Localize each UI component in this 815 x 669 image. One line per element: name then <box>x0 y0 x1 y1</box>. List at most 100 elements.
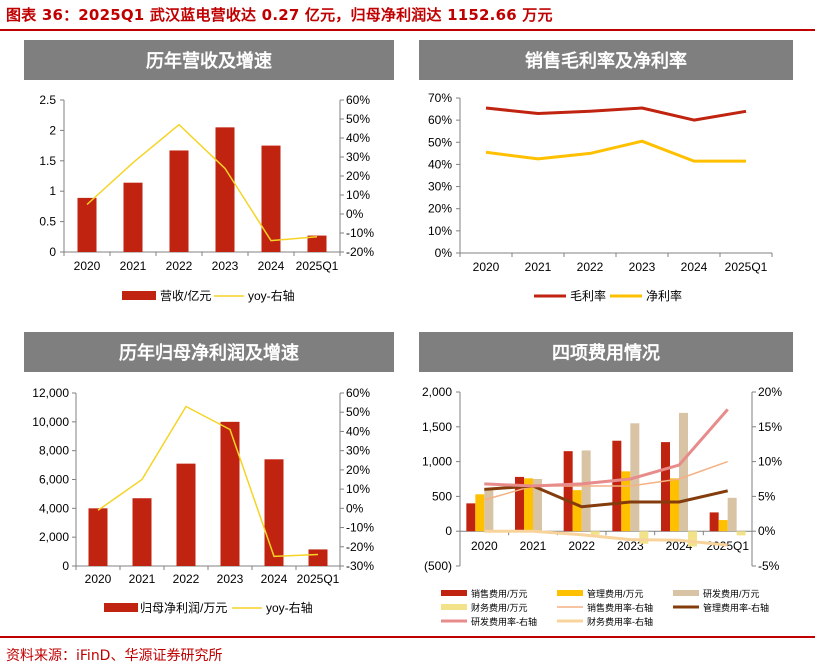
expense-bar-1-2025Q1 <box>718 520 728 532</box>
legend-label-expense-0: 销售费用/万元 <box>471 588 528 599</box>
x-tick-label-3-0: 2020 <box>471 539 498 553</box>
legend-label-expense-4: 销售费用率-右轴 <box>587 602 653 613</box>
expense-bar-0-2020 <box>466 503 476 532</box>
y-tick-label-left-3-1: 0 <box>445 524 452 538</box>
legend-label-revenue: 营收/亿元 <box>160 288 211 303</box>
panel-header-margins: 销售毛利率及净利率 <box>419 40 793 80</box>
net-margin-line <box>485 139 746 163</box>
y-tick-label-right-3-4: 15% <box>758 420 782 434</box>
legend-label-net-profit-yoy: yoy-右轴 <box>266 600 313 615</box>
y-tick-label-left-2-4: 8,000 <box>39 444 69 458</box>
expense-bar-2-2022 <box>581 450 591 532</box>
y-tick-label-left-0-3: 1.5 <box>39 154 56 168</box>
legend-swatch-net-profit <box>104 603 138 612</box>
x-tick-label-0-5: 2025Q1 <box>296 259 339 273</box>
y-tick-label-left-0-5: 2.5 <box>39 93 56 107</box>
y-tick-label-right-0-7: 50% <box>346 112 370 126</box>
expense-bar-1-2020 <box>475 494 485 532</box>
y-tick-label-left-2-3: 6,000 <box>39 473 69 487</box>
x-tick-label-3-2: 2022 <box>568 539 595 553</box>
x-tick-label-3-3: 2023 <box>617 539 644 553</box>
y-tick-label-right-0-5: 30% <box>346 150 370 164</box>
legend-swatch-expense-0 <box>441 590 467 596</box>
expense-bar-0-2024 <box>661 442 670 532</box>
x-tick-label-0-0: 2020 <box>74 259 101 273</box>
legend-swatch-expense-3 <box>441 604 467 610</box>
y-tick-label-left-3-0: (500) <box>424 559 452 573</box>
y-tick-label-right-0-2: 0% <box>346 207 364 221</box>
x-tick-label-1-0: 2020 <box>473 260 500 274</box>
legend-label-net-margin: 净利率 <box>646 288 682 303</box>
y-tick-label-right-2-1: -20% <box>346 540 374 554</box>
y-tick-label-right-0-0: -20% <box>346 245 374 259</box>
y-tick-label-right-3-0: -5% <box>758 559 780 573</box>
x-tick-label-1-2: 2022 <box>577 260 604 274</box>
y-tick-label-right-2-7: 40% <box>346 424 370 438</box>
top-divider <box>0 29 815 31</box>
expense-bar-3-2023 <box>639 531 649 544</box>
legend-label-gross-margin: 毛利率 <box>570 288 606 303</box>
expense-bar-0-2021 <box>515 476 524 532</box>
y-tick-label-left-0-0: 0 <box>49 245 56 259</box>
y-tick-label-right-3-2: 5% <box>758 489 776 503</box>
y-tick-label-right-0-4: 20% <box>346 169 370 183</box>
y-tick-label-right-2-0: -30% <box>346 559 374 573</box>
expense-bar-1-2024 <box>670 478 679 532</box>
y-tick-label-left-1-2: 20% <box>428 202 452 216</box>
y-tick-label-left-1-1: 10% <box>428 224 452 238</box>
expense-bar-0-2022 <box>563 451 573 532</box>
net-profit-yoy-line <box>97 405 319 558</box>
expense-bar-3-2022 <box>590 531 600 535</box>
y-tick-label-right-2-9: 60% <box>346 386 370 400</box>
x-tick-label-3-4: 2024 <box>666 539 693 553</box>
x-tick-label-2-4: 2024 <box>261 572 288 586</box>
x-tick-label-0-2: 2022 <box>166 259 193 273</box>
y-tick-label-right-2-2: -10% <box>346 521 374 535</box>
y-tick-label-right-0-8: 60% <box>346 93 370 107</box>
y-tick-label-left-1-7: 70% <box>428 91 452 105</box>
x-tick-label-2-3: 2023 <box>217 572 244 586</box>
y-tick-label-right-3-5: 20% <box>758 385 782 399</box>
x-tick-label-1-3: 2023 <box>629 260 656 274</box>
x-tick-label-2-5: 2025Q1 <box>297 572 340 586</box>
y-tick-label-left-0-1: 0.5 <box>39 215 56 229</box>
expense-bar-2-2025Q1 <box>727 497 737 532</box>
y-tick-label-right-2-8: 50% <box>346 405 370 419</box>
y-tick-label-left-2-2: 4,000 <box>39 501 69 515</box>
expense-rate-line-3 <box>484 529 728 547</box>
x-tick-label-2-2: 2022 <box>173 572 200 586</box>
y-tick-label-left-1-0: 0% <box>435 246 453 260</box>
x-tick-label-1-4: 2024 <box>681 260 708 274</box>
net-profit-bar-2020 <box>88 508 108 566</box>
legend-label-revenue-yoy: yoy-右轴 <box>248 288 295 303</box>
x-tick-label-1-5: 2025Q1 <box>725 260 768 274</box>
expense-bar-3-2024 <box>688 531 697 547</box>
net-profit-bar-2024 <box>264 459 284 566</box>
expense-bar-1-2022 <box>572 490 582 532</box>
y-tick-label-right-2-5: 20% <box>346 463 370 477</box>
expense-bar-2-2024 <box>679 412 688 532</box>
legend-label-expense-1: 管理费用/万元 <box>587 588 644 599</box>
y-tick-label-left-3-4: 1,500 <box>422 420 452 434</box>
x-tick-label-1-1: 2021 <box>525 260 552 274</box>
legend-swatch-revenue <box>122 291 156 300</box>
bottom-divider <box>0 636 815 638</box>
gross-margin-line <box>485 106 747 122</box>
y-tick-label-left-3-3: 1,000 <box>422 455 452 469</box>
figure-title: 图表 36：2025Q1 武汉蓝电营收达 0.27 亿元，归母净利润达 1152… <box>6 6 553 24</box>
y-tick-label-left-1-4: 40% <box>428 157 452 171</box>
net-profit-bar-2023 <box>220 421 240 566</box>
y-tick-label-right-0-1: -10% <box>346 226 374 240</box>
net-profit-bar-2025Q1 <box>308 549 328 566</box>
revenue-yoy-line <box>86 123 318 242</box>
y-tick-label-left-2-5: 10,000 <box>32 415 69 429</box>
y-tick-label-left-1-6: 60% <box>428 113 452 127</box>
x-tick-label-3-5: 2025Q1 <box>706 539 749 553</box>
revenue-bar-2025Q1 <box>307 235 327 252</box>
y-tick-label-left-1-5: 50% <box>428 135 452 149</box>
revenue-bar-2022 <box>169 150 189 252</box>
expense-bar-3-2025Q1 <box>736 531 746 536</box>
x-tick-label-0-1: 2021 <box>120 259 147 273</box>
expense-rate-line-2 <box>484 408 729 488</box>
x-tick-label-0-3: 2023 <box>212 259 239 273</box>
